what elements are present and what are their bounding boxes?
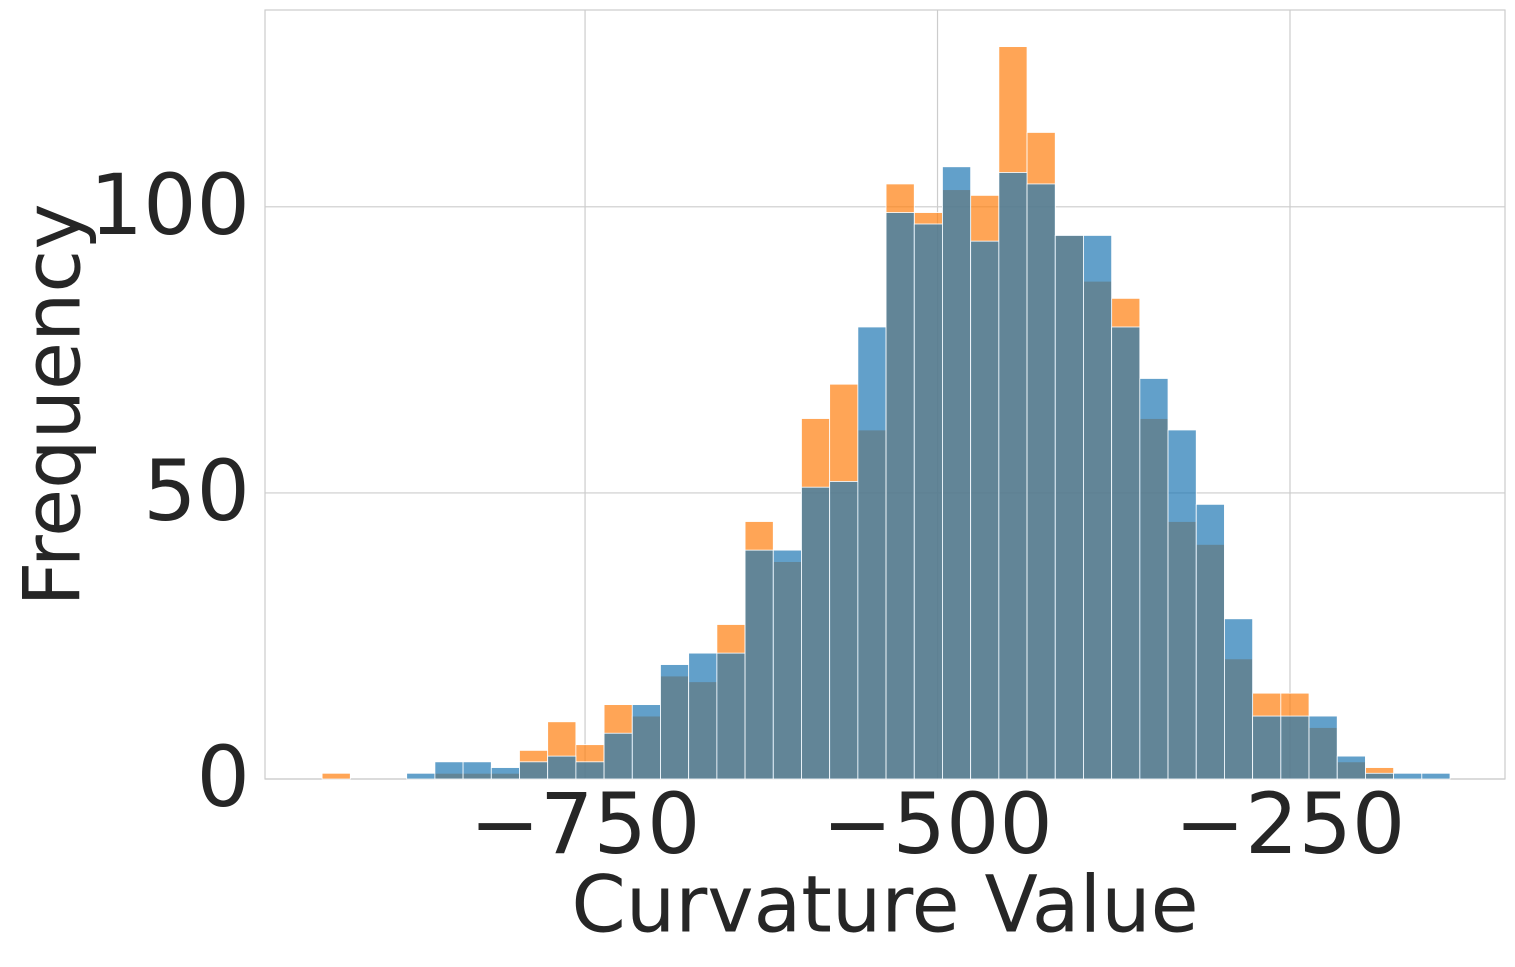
histogram-bar (1111, 326, 1141, 780)
histogram-bar (1026, 183, 1056, 780)
histogram-bar (688, 652, 718, 780)
histogram-bar (885, 212, 915, 780)
histogram-bar (942, 166, 972, 780)
histogram-bar (321, 772, 351, 780)
histogram-bar (406, 772, 436, 780)
x-axis-label: Curvature Value (571, 860, 1198, 950)
histogram-bar (998, 172, 1028, 780)
histogram-bar (913, 223, 943, 780)
histogram-bar (631, 704, 661, 780)
histogram-bar (772, 549, 802, 780)
y-tick-label: 50 (143, 442, 250, 540)
histogram-bar (1280, 715, 1310, 780)
histogram-bar (1224, 618, 1254, 780)
histogram-bar (1195, 503, 1225, 780)
x-tick-label: −500 (822, 775, 1053, 873)
histogram-bar (1054, 235, 1084, 780)
histogram-bar (1421, 772, 1451, 780)
histogram-bar (1252, 715, 1282, 780)
x-tick-label: −250 (1175, 775, 1406, 873)
histogram-bar (801, 486, 831, 780)
histogram-bar (857, 326, 887, 780)
histogram-bar (829, 481, 859, 780)
histogram-bar (970, 240, 1000, 780)
histogram-bar (434, 761, 464, 780)
bars (321, 46, 1451, 780)
x-tick-label: −750 (470, 775, 701, 873)
y-tick-label: 100 (90, 156, 250, 254)
histogram-bar (603, 732, 633, 780)
histogram-bar (716, 652, 746, 780)
y-axis-label: Frequency (8, 204, 98, 607)
y-tick-label: 0 (197, 728, 250, 826)
histogram-bar (1336, 755, 1366, 780)
histogram-bar (660, 664, 690, 780)
histogram-bar (1139, 378, 1169, 780)
histogram-bar (1083, 235, 1113, 780)
histogram-bar (1167, 429, 1197, 780)
histogram-bar (744, 549, 774, 780)
histogram-bar (1308, 715, 1338, 780)
